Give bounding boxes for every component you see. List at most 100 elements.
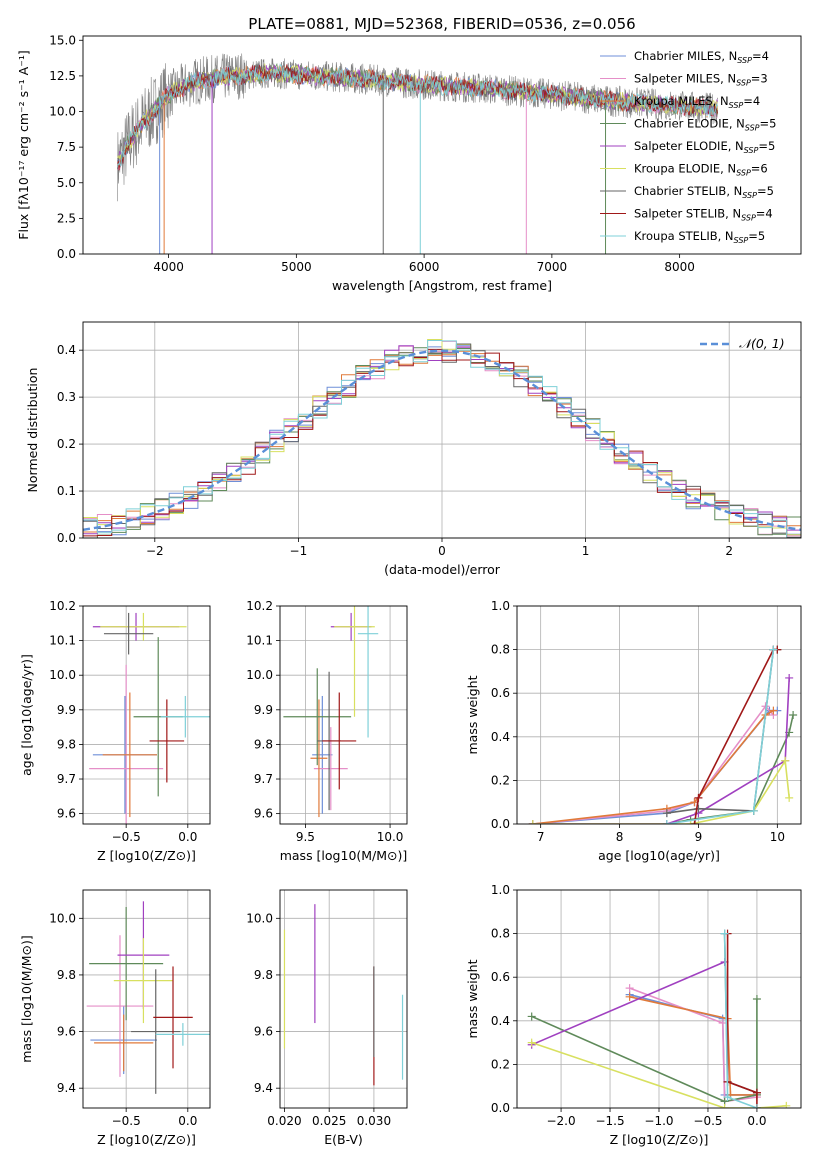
y-tick-label: 0.0	[491, 817, 510, 831]
x-tick-label: 10	[770, 830, 785, 844]
plot-area	[527, 929, 791, 1108]
axes-frame	[82, 321, 802, 539]
legend-label: Kroupa MILES, NSSP=4	[634, 94, 760, 110]
legend-count: =5	[748, 229, 765, 243]
axes-frame	[82, 605, 211, 825]
legend-name: Kroupa ELODIE, N	[634, 162, 736, 176]
x-tick-label: 0	[438, 544, 446, 558]
mass-weight-line	[531, 999, 758, 1103]
mass-weight-marker	[752, 995, 761, 1003]
x-tick-label: 7000	[537, 260, 568, 274]
y-tick-label: 9.6	[254, 1025, 273, 1039]
x-tick-label: −2	[146, 544, 164, 558]
x-tick-label: −0.5	[693, 1114, 722, 1128]
legend-label: Kroupa ELODIE, NSSP=6	[634, 162, 768, 178]
y-tick-label: 0.2	[491, 1057, 510, 1071]
ticks: 7 8 9 10 0.0 0.2 0.4 0.6 0.8 1.0	[491, 599, 785, 844]
panel-weight_vs_age: 7 8 9 10 0.0 0.2 0.4 0.6 0.8 1.0 age [log10(age/yr…	[465, 599, 802, 863]
x-tick-label: −2.0	[546, 1114, 575, 1128]
histogram-step-line	[83, 340, 801, 538]
y-tick-label: 10.0	[49, 911, 76, 925]
legend-subscript: SSP	[742, 191, 757, 200]
grid	[83, 605, 210, 824]
mass-weight-marker	[690, 820, 699, 824]
histogram-step-line	[83, 348, 801, 538]
x-tick-label: 7	[537, 830, 545, 844]
x-axis-label: E(B-V)	[324, 1132, 363, 1147]
y-tick-label: 5.0	[57, 176, 76, 190]
mass-weight-marker	[789, 711, 798, 719]
x-axis-label: Z [log10(Z/Z⊙)]	[610, 1132, 709, 1147]
y-axis-label: mass [log10(M/M⊙)]	[19, 935, 34, 1063]
legend-subscript: SSP	[741, 214, 756, 223]
y-tick-label: 0.8	[491, 643, 510, 657]
x-tick-label: 4000	[153, 260, 184, 274]
x-tick-label: −0.5	[112, 1114, 141, 1128]
y-tick-label: 9.8	[254, 968, 273, 982]
legend-label: Chabrier MILES, NSSP=4	[634, 49, 769, 65]
legend-count: =3	[751, 72, 768, 86]
x-tick-label: −0.5	[112, 830, 141, 844]
mass-weight-marker	[686, 820, 695, 824]
legend-count: =4	[743, 94, 760, 108]
y-tick-label: 10.1	[49, 634, 76, 648]
x-tick-label: −1.5	[595, 1114, 624, 1128]
y-tick-label: 0.0	[57, 531, 76, 545]
mass-weight-marker	[769, 645, 778, 654]
mass-weight-marker	[694, 804, 703, 813]
mass-weight-marker	[782, 1101, 791, 1108]
mass-weight-marker	[720, 929, 729, 938]
y-tick-label: 9.4	[254, 1081, 273, 1095]
histogram-step-line	[83, 339, 801, 536]
mass-weight-line	[532, 709, 778, 824]
y-tick-label: 1.0	[491, 599, 510, 613]
y-tick-label: 15.0	[49, 33, 76, 47]
y-tick-label: 9.4	[57, 1081, 76, 1095]
y-tick-label: 7.5	[57, 140, 76, 154]
mass-weight-line	[531, 961, 725, 1046]
x-axis-label: Z [log10(Z/Z⊙)]	[97, 1132, 196, 1147]
x-tick-label: 0.0	[747, 1114, 766, 1128]
legend-subscript: SSP	[745, 124, 760, 133]
y-tick-label: 0.0	[491, 1101, 510, 1115]
y-axis-label: mass weight	[465, 959, 480, 1038]
y-tick-label: 10.1	[246, 634, 273, 648]
x-axis-label: mass [log10(M/M⊙)]	[280, 848, 408, 863]
ticks: −0.5 0.0 9.6 9.7 9.8 9.9 10.0 10.1 10.2	[49, 599, 197, 844]
mass-weight-line	[532, 709, 774, 824]
legend-subscript: SSP	[736, 79, 751, 88]
mass-weight-line	[726, 933, 758, 1108]
legend-label: Salpeter MILES, NSSP=3	[634, 72, 768, 88]
legend-count: =4	[756, 207, 773, 221]
mass-weight-marker	[752, 1088, 761, 1097]
x-axis-label: (data-model)/error	[384, 562, 501, 577]
legend-count: =5	[757, 184, 774, 198]
plot-area	[283, 606, 379, 818]
y-tick-label: 9.9	[254, 703, 273, 717]
mass-weight-marker	[527, 1038, 536, 1047]
y-tick-label: 0.8	[491, 927, 510, 941]
y-tick-label: 0.4	[491, 1014, 510, 1028]
legend: Chabrier MILES, NSSP=4 Salpeter MILES, NS…	[600, 49, 776, 245]
y-tick-label: 9.6	[254, 807, 273, 821]
x-tick-label: 0.030	[357, 1114, 391, 1128]
y-axis-label: Normed distribution	[25, 368, 40, 493]
ticks: −0.5 0.0 9.4 9.6 9.8 10.0	[49, 911, 197, 1128]
axes-frame	[516, 889, 802, 1109]
mass-weight-marker	[781, 756, 790, 765]
y-tick-label: 9.7	[254, 772, 273, 786]
legend-label: Kroupa STELIB, NSSP=5	[634, 229, 765, 245]
panel-mass_vs_Z: −0.5 0.0 9.4 9.6 9.8 10.0 Z [log10(Z/Z⊙)] mass …	[19, 889, 211, 1147]
y-tick-label: 9.8	[57, 968, 76, 982]
y-tick-label: 0.1	[57, 484, 76, 498]
x-tick-label: 8000	[664, 260, 695, 274]
mass-weight-marker	[720, 1104, 729, 1108]
x-tick-label: 0.0	[178, 830, 197, 844]
mass-weight-marker	[625, 984, 634, 993]
panel-age_vs_Z: −0.5 0.0 9.6 9.7 9.8 9.9 10.0 10.1 10.2 Z [log10(…	[19, 599, 211, 863]
ticks: −2.0 −1.5 −1.0 −0.5 0.0 0.0 0.2 0.4 0.6 0.8 1.0	[491, 883, 767, 1128]
legend-count: =6	[751, 162, 768, 176]
legend-label: Salpeter STELIB, NSSP=4	[634, 207, 773, 223]
grid	[280, 890, 407, 1108]
x-tick-label: 0.0	[178, 1114, 197, 1128]
